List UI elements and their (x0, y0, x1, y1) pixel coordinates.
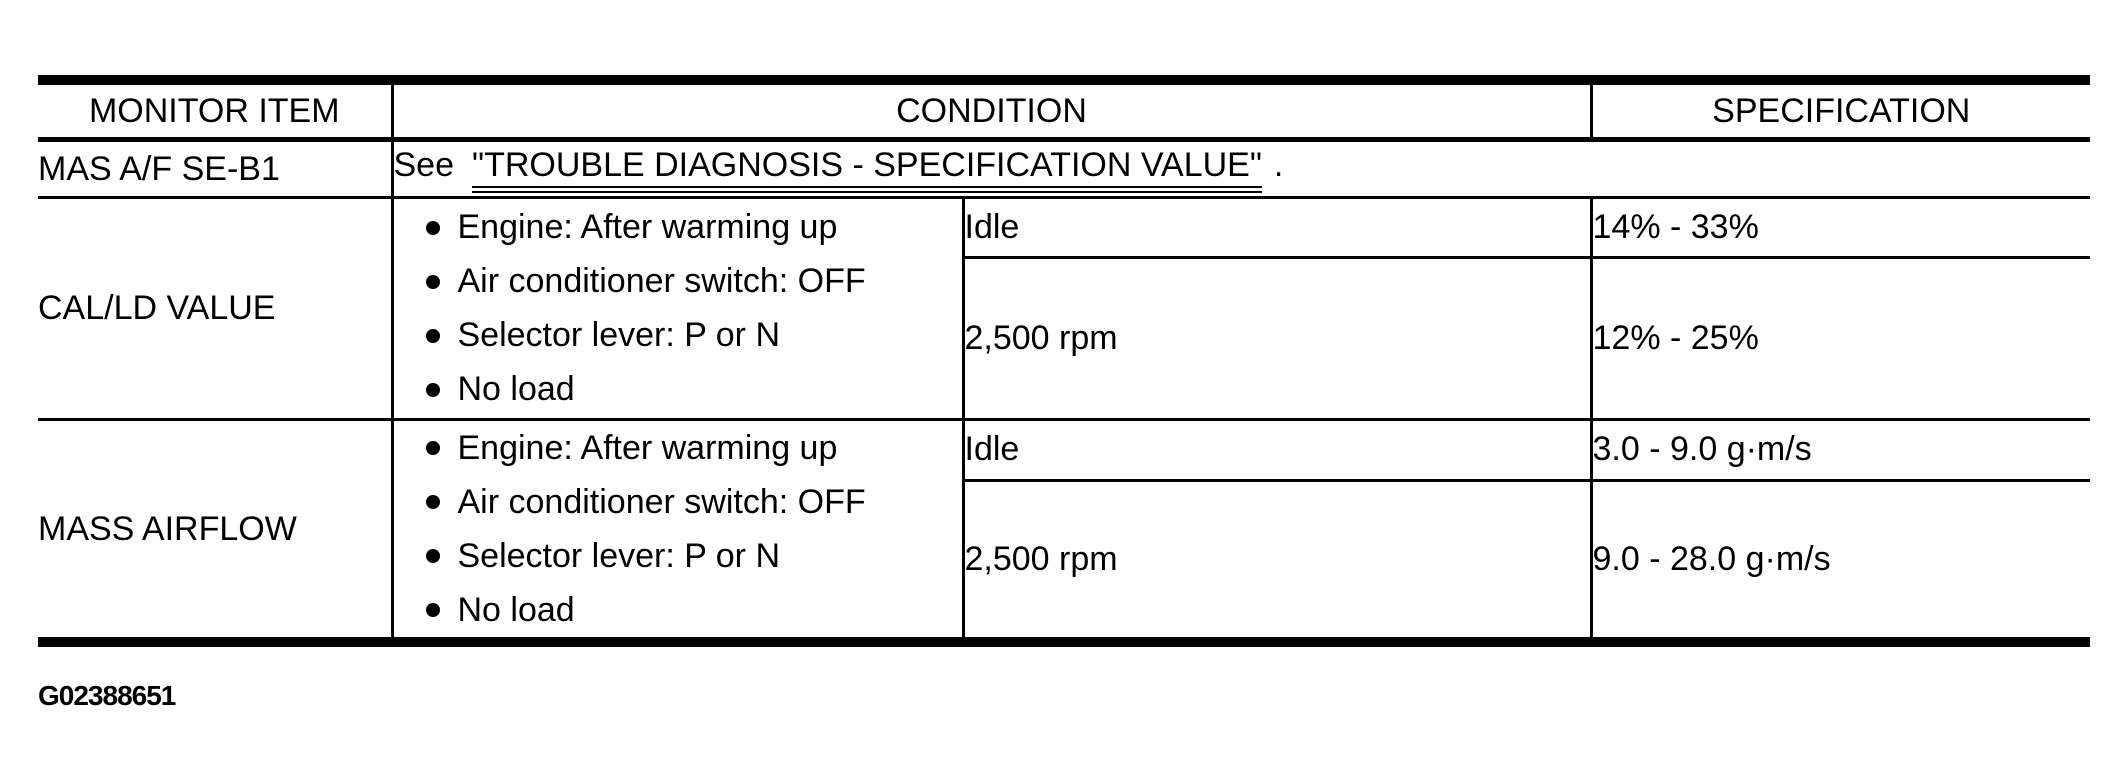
state-cell-cal-idle: Idle (961, 196, 1593, 259)
condition-item: Engine: After warming up (425, 422, 961, 475)
condition-cell-cal-ld: Engine: After warming up Air conditioner… (390, 196, 965, 421)
spec-cell-cal-2500: 12% - 25% (1589, 256, 2090, 421)
condition-item: Air conditioner switch: OFF (425, 255, 961, 309)
condition-item: Air conditioner switch: OFF (425, 475, 961, 529)
bullet-icon (425, 603, 440, 617)
bullet-icon (425, 328, 440, 343)
see-suffix: . (1273, 145, 1284, 184)
cal-ld-row-2500: 2,500 rpm 12% - 25% (38, 256, 2090, 421)
header-row: MONITOR ITEM CONDITION SPECIFICATION (38, 80, 2090, 142)
bullet-icon (425, 441, 440, 455)
condition-text: No load (457, 590, 575, 629)
condition-list: Engine: After warming up Air conditioner… (395, 422, 961, 637)
spec-cell-cal-idle: 14% - 33% (1589, 196, 2090, 259)
see-prefix: See (393, 145, 454, 184)
condition-list: Engine: After warming up Air conditioner… (395, 201, 961, 417)
mass-airflow-row-2500: 2,500 rpm 9.0 - 28.0 g·m/s (38, 478, 2090, 644)
condition-text: Engine: After warming up (457, 428, 838, 467)
header-monitor-item: MONITOR ITEM (38, 80, 394, 142)
monitor-cell-cal-ld: CAL/LD VALUE (38, 196, 394, 421)
condition-item: No load (425, 363, 961, 417)
condition-text: Air conditioner switch: OFF (457, 262, 866, 300)
spec-cell-mass-2500: 9.0 - 28.0 g·m/s (1589, 478, 2090, 644)
header-specification: SPECIFICATION (1589, 80, 2090, 142)
mass-airflow-row-idle: MASS AIRFLOW Engine: After warming up Ai… (38, 418, 2090, 644)
condition-text: No load (457, 370, 575, 408)
state-cell-mass-2500: 2,500 rpm (961, 478, 1593, 644)
monitor-cell-mas-af: MAS A/F SE-B1 (38, 138, 394, 199)
condition-item: Engine: After warming up (425, 201, 961, 255)
cal-ld-row-idle: CAL/LD VALUE Engine: After warming up Ai… (38, 196, 2090, 421)
condition-text: Air conditioner switch: OFF (457, 482, 866, 521)
state-cell-mass-idle: Idle (961, 418, 1593, 482)
condition-cell-mass-airflow: Engine: After warming up Air conditioner… (390, 418, 965, 644)
condition-text: Selector lever: P or N (457, 316, 781, 354)
bullet-icon (425, 220, 440, 235)
condition-item: No load (425, 583, 961, 637)
state-cell-cal-2500: 2,500 rpm (961, 256, 1593, 421)
see-reference-cell: See "TROUBLE DIAGNOSIS - SPECIFICATION VA… (390, 138, 2090, 199)
bullet-icon (425, 549, 440, 563)
condition-text: Engine: After warming up (457, 208, 838, 246)
condition-item: Selector lever: P or N (425, 529, 961, 583)
trouble-diagnosis-link[interactable]: "TROUBLE DIAGNOSIS - SPECIFICATION VALUE… (472, 146, 1262, 193)
bullet-icon (425, 274, 440, 289)
spec-cell-mass-idle: 3.0 - 9.0 g·m/s (1589, 418, 2090, 482)
figure-id: G02388651 (38, 680, 176, 711)
condition-text: Selector lever: P or N (457, 536, 781, 575)
header-condition: CONDITION (390, 80, 1593, 142)
monitor-cell-mass-airflow: MASS AIRFLOW (38, 418, 394, 644)
bullet-icon (425, 382, 440, 397)
monitor-spec-table: MONITOR ITEM CONDITION SPECIFICATION MAS… (38, 75, 2090, 647)
condition-item: Selector lever: P or N (425, 309, 961, 363)
bullet-icon (425, 495, 440, 509)
mas-af-row: MAS A/F SE-B1 See "TROUBLE DIAGNOSIS - SP… (38, 138, 2090, 199)
